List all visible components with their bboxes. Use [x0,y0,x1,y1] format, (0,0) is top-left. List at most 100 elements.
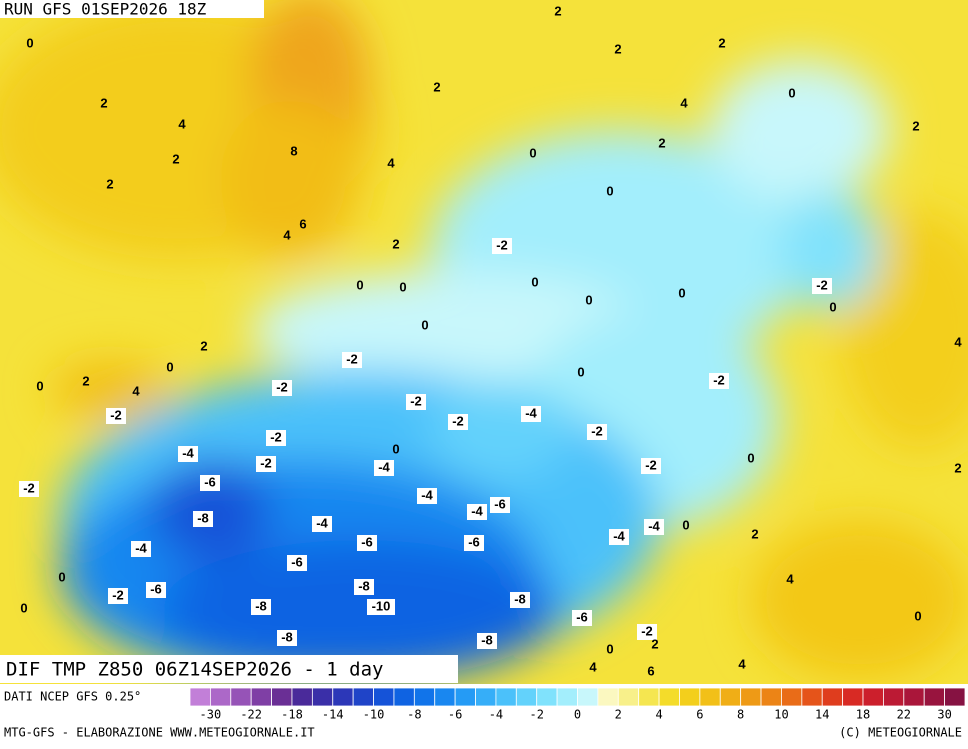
colorbar-swatch [862,687,884,707]
label-box [521,406,541,422]
contour-label: -4 [378,459,390,474]
colorbar-tick-label: -14 [322,708,344,722]
colorbar-tick-label: 10 [774,708,788,722]
contour-label: 0 [577,364,584,379]
contour-label: -2 [260,455,272,470]
title-box [0,655,458,683]
label-box [467,504,487,520]
label-box [448,414,468,430]
contour-label: 0 [529,145,536,160]
label-box [277,630,297,646]
contour-label: 4 [738,656,746,671]
contour-label: 0 [166,359,173,374]
contour-label: -8 [358,578,370,593]
contour-label: 0 [356,277,363,292]
contour-label: -2 [496,237,508,252]
colorbar-swatch [760,687,782,707]
contour-label: -4 [135,540,147,555]
contour-label: -6 [494,496,506,511]
label-box [587,424,607,440]
contour-label: 2 [82,373,89,388]
data-source: DATI NCEP GFS 0.25° [4,690,141,704]
contour-label: 4 [283,227,291,242]
contour-label: -2 [452,413,464,428]
label-box [200,475,220,491]
colorbar-swatch [699,687,721,707]
label-box [354,579,374,595]
contour-label: -2 [645,457,657,472]
colorbar-tick-label: -30 [200,708,222,722]
colorbar-tick-label: 18 [856,708,870,722]
contour-label: -6 [150,581,162,596]
label-box [374,460,394,476]
label-box [266,430,286,446]
colorbar-swatch [475,687,497,707]
contour-label: 0 [531,274,538,289]
colorbar-swatch [719,687,742,707]
contour-label: -2 [270,429,282,444]
contour-label: 0 [26,35,33,50]
contour-label: -4 [316,515,328,530]
colorbar-swatch [740,687,762,707]
contour-label: 0 [399,279,406,294]
contour-label: 0 [585,292,592,307]
colorbar-tick-label: 6 [696,708,703,722]
colorbar-swatch [515,687,538,707]
label-box [131,541,151,557]
label-box [417,488,437,504]
contour-label: 4 [132,383,140,398]
contour-label: -2 [110,407,122,422]
contour-label: 2 [200,338,207,353]
contour-label: 4 [178,116,186,131]
header-box [0,0,264,18]
contour-label: 0 [678,285,685,300]
colorbar-tick-label: -8 [407,708,421,722]
colorbar-swatch [393,687,415,707]
contour-label: 2 [433,79,440,94]
colorbar-swatch [617,687,640,707]
contour-label: 4 [589,659,597,674]
colorbar-swatch [842,687,864,707]
colorbar-swatch [577,687,599,707]
contour-label: 0 [421,317,428,332]
label-box [406,394,426,410]
colorbar-tick-label: -6 [448,708,462,722]
label-box [19,481,39,497]
contour-label: -6 [468,534,480,549]
contour-label: -8 [281,629,293,644]
colorbar-swatch [883,687,905,707]
colorbar-swatch [434,687,456,707]
colorbar-tick-label: -22 [240,708,262,722]
colorbar-swatch [556,687,578,707]
contour-label: -6 [576,609,588,624]
contour-label: -2 [410,393,422,408]
colorbar-swatch [209,687,232,707]
label-box [146,582,166,598]
label-box [812,278,832,294]
label-box [108,588,128,604]
contour-label: -4 [613,528,625,543]
copyright: (C) METEOGIORNALE [839,726,962,740]
contour-label: 2 [172,151,179,166]
contour-label: 2 [751,526,758,541]
label-box [287,555,307,571]
contour-label: -6 [361,534,373,549]
contour-label: 4 [786,571,794,586]
label-box [312,516,332,532]
label-box [490,497,510,513]
colorbar-swatch [352,687,374,707]
contour-label: 8 [290,143,297,158]
contour-label: 0 [682,517,689,532]
contour-label: -4 [421,487,433,502]
label-box [193,511,213,527]
label-box [464,535,484,551]
contour-label: 0 [747,450,754,465]
contour-label: -2 [276,379,288,394]
contour-label: -4 [648,518,660,533]
contour-label: -8 [481,632,493,647]
label-box [477,633,497,649]
colorbar-swatch [291,687,313,707]
colorbar-tick-label: 30 [937,708,951,722]
